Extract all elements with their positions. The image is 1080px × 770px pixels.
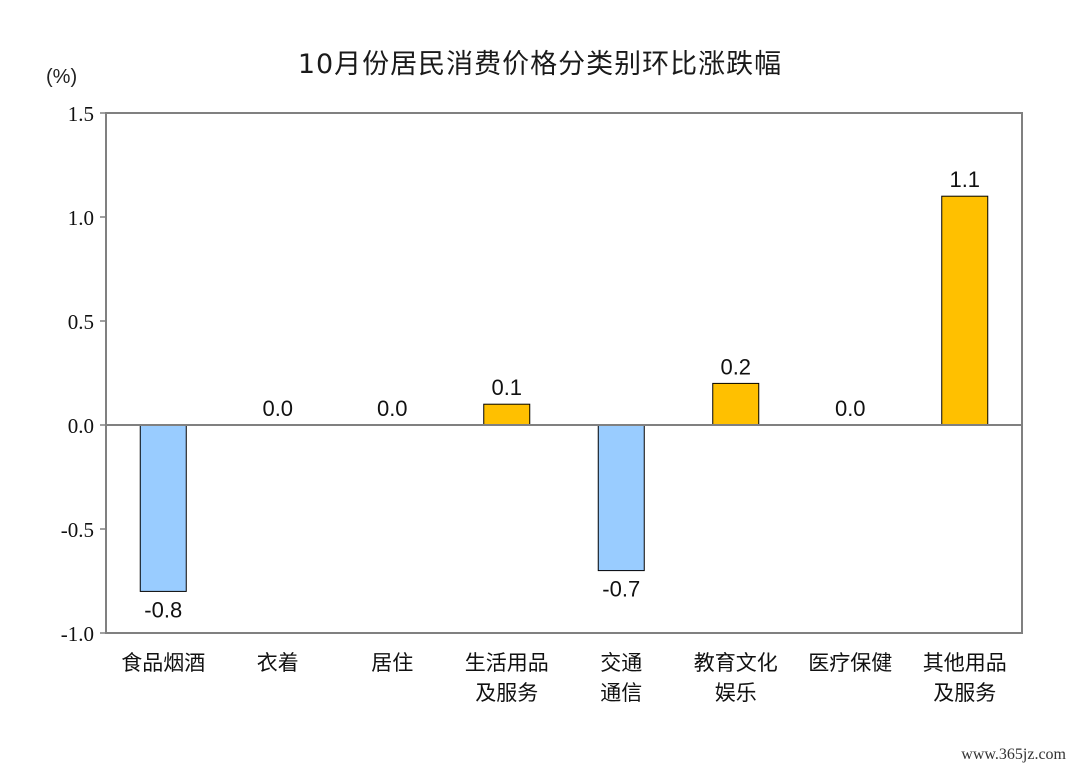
data-label-7: 0.0 — [835, 396, 866, 421]
bar-4 — [483, 403, 531, 426]
data-label-6: 0.2 — [720, 354, 751, 379]
chart-title: 10月份居民消费价格分类别环比涨跌幅 — [297, 49, 783, 80]
x-category-label: 教育文化 — [694, 651, 778, 675]
data-label-1: -0.8 — [144, 597, 182, 622]
bar-6 — [712, 382, 760, 426]
x-category-label: 生活用品 — [465, 651, 549, 675]
y-axis-unit: (%) — [46, 66, 78, 88]
y-tick-label: 0.5 — [68, 310, 94, 334]
x-category-label: 居住 — [371, 651, 413, 675]
y-tick-label: -0.5 — [61, 518, 94, 542]
y-tick-label: 1.5 — [68, 102, 94, 126]
bar-1 — [139, 424, 187, 592]
watermark: www.365jz.com — [961, 746, 1066, 763]
y-tick-label: -1.0 — [61, 622, 94, 646]
data-label-3: 0.0 — [377, 396, 408, 421]
x-category-label: 衣着 — [257, 651, 299, 675]
x-category-label: 食品烟酒 — [121, 651, 205, 675]
x-category-label: 及服务 — [475, 681, 538, 705]
data-label-4: 0.1 — [491, 375, 522, 400]
x-category-label: 及服务 — [933, 681, 996, 705]
y-tick-label: 1.0 — [68, 206, 94, 230]
x-category-label: 通信 — [600, 681, 642, 705]
x-category-label: 医疗保健 — [808, 651, 892, 675]
x-category-label: 其他用品 — [923, 651, 1007, 675]
y-tick-label: 0.0 — [68, 414, 94, 438]
data-label-2: 0.0 — [262, 396, 293, 421]
data-label-5: -0.7 — [602, 577, 640, 602]
x-category-label: 交通 — [600, 651, 642, 675]
bar-8 — [941, 195, 989, 426]
x-category-label: 娱乐 — [715, 681, 757, 705]
data-label-8: 1.1 — [949, 167, 980, 192]
plot-frame — [105, 112, 1023, 634]
bar-5 — [597, 424, 645, 572]
